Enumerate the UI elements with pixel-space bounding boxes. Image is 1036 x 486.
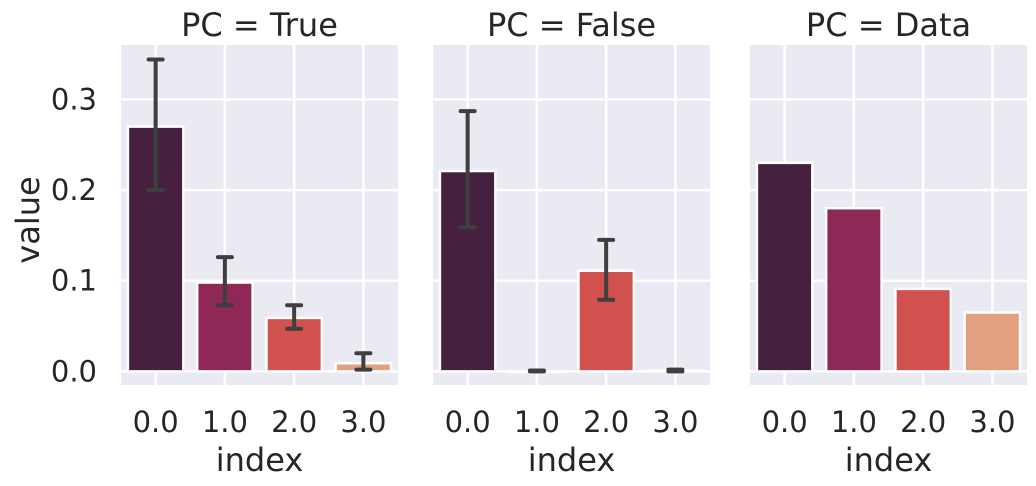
error-bar-1.0 xyxy=(527,368,546,374)
error-bar-0.0 xyxy=(146,57,165,193)
bar-3.0 xyxy=(963,311,1022,373)
panel-title: PC = Data xyxy=(806,6,971,44)
panel-1: PC = True 0.0 1.0 2.0 3.0 index 0.0 0.1 0.2 0.3 xyxy=(51,6,398,479)
x-tick-label: 1.0 xyxy=(514,405,560,439)
x-axis-label: index xyxy=(528,441,616,479)
x-tick-label: 0.0 xyxy=(762,405,808,439)
panel-title: PC = False xyxy=(487,6,656,44)
panel-2: PC = False 0.0 1.0 2.0 3.0 index xyxy=(433,6,710,479)
x-tick-label: 3.0 xyxy=(652,405,698,439)
y-tick-label: 0.0 xyxy=(51,354,97,388)
error-bar-2.0 xyxy=(597,237,616,302)
panel-title: PC = True xyxy=(181,6,338,44)
x-tick-label: 0.0 xyxy=(133,405,179,439)
error-bar-3.0 xyxy=(354,351,373,372)
x-tick-label: 3.0 xyxy=(969,405,1015,439)
bar-1.0 xyxy=(824,206,883,373)
x-tick-label: 1.0 xyxy=(202,405,248,439)
x-tick-label: 2.0 xyxy=(900,405,946,439)
x-axis-label: index xyxy=(216,441,304,479)
error-bar-3.0 xyxy=(666,367,685,374)
x-tick-label: 3.0 xyxy=(340,405,386,439)
y-tick-label: 0.2 xyxy=(51,173,97,207)
x-tick-label: 0.0 xyxy=(445,405,491,439)
x-tick-label: 2.0 xyxy=(583,405,629,439)
x-axis-label: index xyxy=(845,441,933,479)
error-bar-0.0 xyxy=(458,109,477,230)
y-tick-label: 0.1 xyxy=(51,264,97,298)
x-tick-label: 1.0 xyxy=(831,405,877,439)
y-axis-label: value xyxy=(9,176,47,263)
bar-2.0 xyxy=(894,287,953,373)
error-bar-2.0 xyxy=(285,303,304,331)
error-bar-1.0 xyxy=(215,255,234,308)
x-tick-label: 2.0 xyxy=(271,405,317,439)
bar-0.0 xyxy=(755,161,814,373)
y-tick-label: 0.3 xyxy=(51,82,97,116)
panel-3: PC = Data 0.0 1.0 2.0 3.0 index xyxy=(750,6,1027,479)
